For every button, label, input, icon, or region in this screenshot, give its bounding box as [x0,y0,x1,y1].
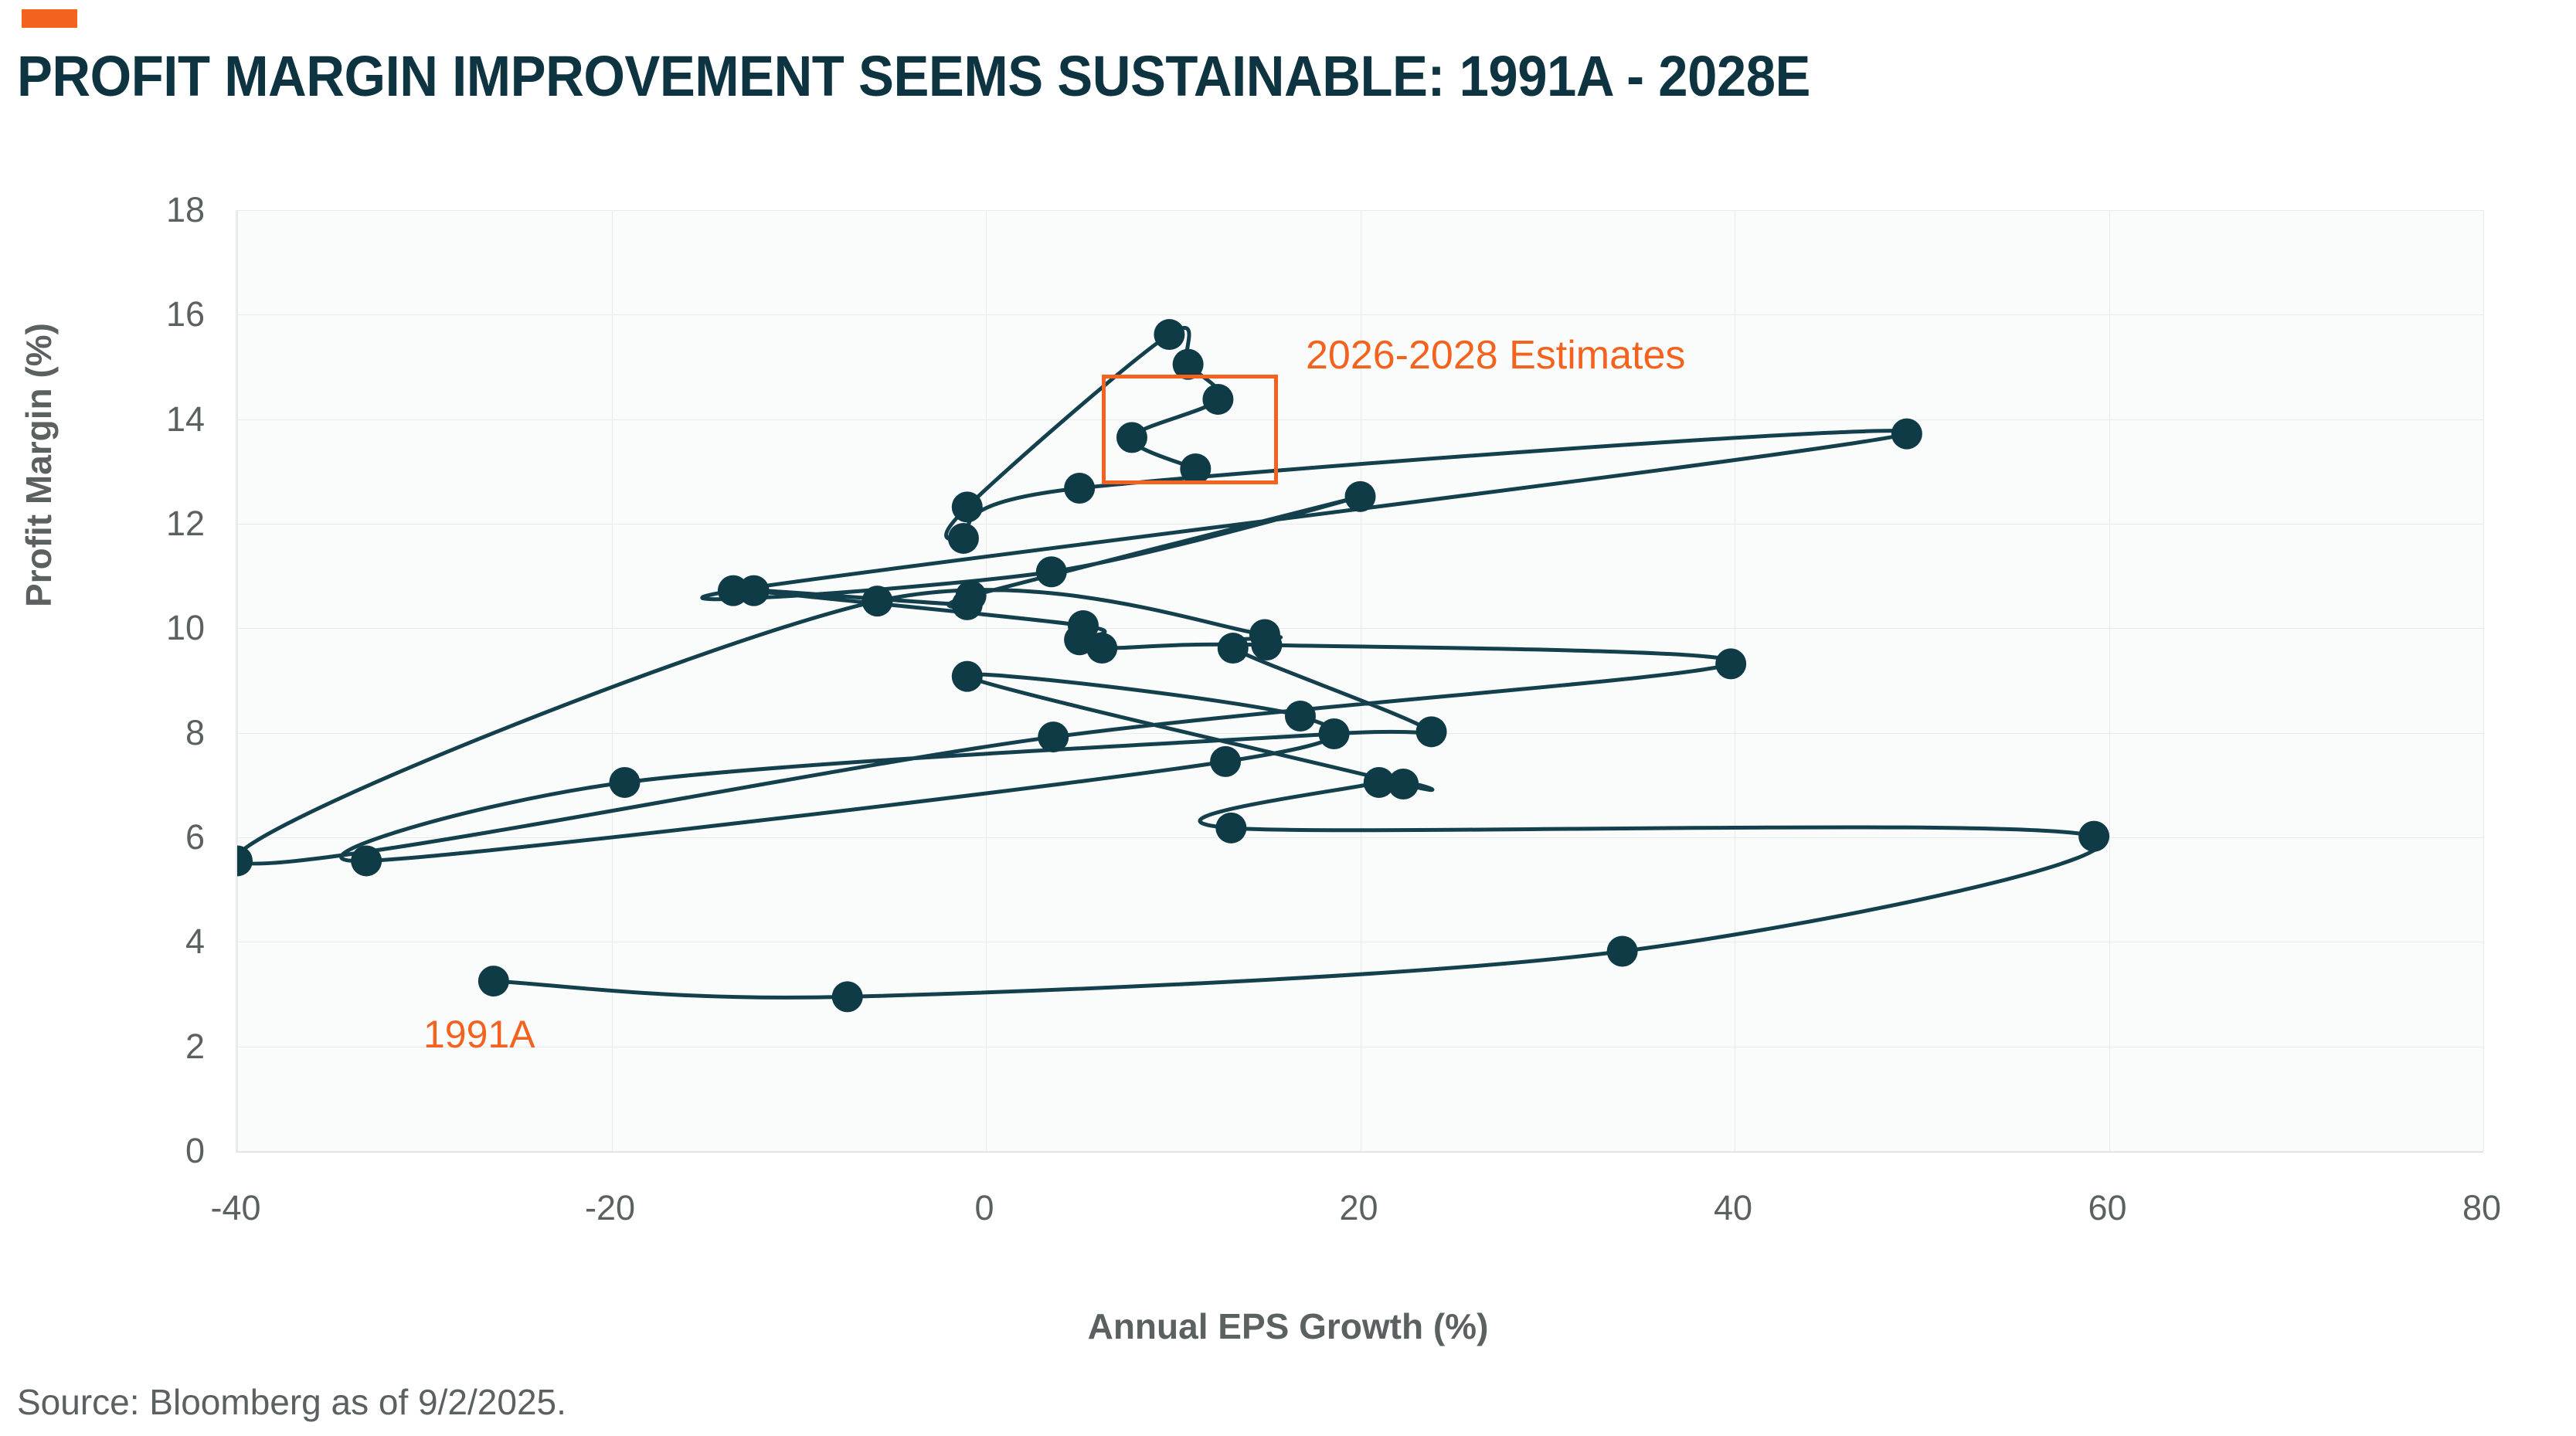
accent-bar [22,9,77,28]
x-axis-tick-label: -40 [210,1188,261,1227]
x-axis-title: Annual EPS Growth (%) [1087,1306,1489,1346]
data-point-marker[interactable] [1318,718,1350,750]
page-title: PROFIT MARGIN IMPROVEMENT SEEMS SUSTAINA… [17,44,1810,108]
estimates-annotation-label: 2026-2028 Estimates [1306,333,1686,378]
data-point-marker[interactable] [1344,480,1376,512]
y-axis-tick-label: 18 [165,190,205,229]
data-point-marker[interactable] [831,981,863,1013]
data-point-marker[interactable] [1172,348,1204,380]
data-point-marker[interactable] [1606,935,1638,967]
y-axis-tick-label: 2 [185,1026,205,1066]
data-point-marker[interactable] [237,845,253,877]
data-point-marker[interactable] [947,522,979,554]
y-axis-tick-label: 4 [185,922,205,962]
data-point-marker[interactable] [1067,609,1099,641]
data-point-marker[interactable] [861,586,893,617]
data-point-marker[interactable] [1388,768,1419,799]
gridline-vertical [611,210,613,1151]
y-axis-tick-label: 12 [165,504,205,543]
y-axis-tick-label: 6 [185,817,205,857]
data-point-marker[interactable] [955,580,987,612]
data-point-marker[interactable] [1415,716,1447,748]
x-axis-tick-label: 20 [1339,1188,1378,1227]
y-axis-title: Profit Margin (%) [19,323,59,607]
x-axis-tick-label: -20 [584,1188,636,1227]
data-point-marker[interactable] [1715,648,1747,680]
gridline-vertical [986,210,987,1151]
data-point-marker[interactable] [1891,418,1922,450]
x-axis-tick-label: 80 [2462,1188,2502,1227]
gridline-vertical [237,210,238,1151]
gridline-horizontal [237,1151,2483,1152]
source-note: Source: Bloomberg as of 9/2/2025. [17,1382,566,1422]
x-axis-tick-label: 40 [1713,1188,1753,1227]
x-axis-tick-label: 60 [2088,1188,2127,1227]
estimates-highlight-box [1102,375,1278,485]
data-point-marker[interactable] [1202,383,1234,415]
data-point-marker[interactable] [1363,766,1395,798]
y-axis-tick-label: 8 [185,712,205,752]
scatter-plot-canvas [237,319,2110,1013]
gridline-vertical [2483,210,2484,1151]
data-point-marker[interactable] [951,491,983,523]
y-axis-tick-label: 14 [165,399,205,439]
first-year-annotation-label: 1991A [423,1013,535,1056]
data-point-marker[interactable] [609,766,641,798]
data-point-marker[interactable] [1284,701,1316,732]
gridline-vertical [2109,210,2110,1151]
y-axis-tick-label: 0 [185,1131,205,1170]
data-point-marker[interactable] [477,966,509,997]
y-axis-tick-label: 16 [165,294,205,334]
data-point-marker[interactable] [1035,556,1067,588]
data-point-marker[interactable] [1038,721,1069,753]
x-axis-tick-label: 0 [974,1188,994,1227]
data-point-marker[interactable] [717,575,749,606]
data-point-marker[interactable] [1154,319,1185,351]
data-point-marker[interactable] [1251,629,1283,660]
data-point-marker[interactable] [951,660,983,692]
data-point-marker[interactable] [1215,812,1247,844]
data-point-marker[interactable] [1064,472,1096,504]
data-point-marker[interactable] [351,845,382,877]
data-point-marker[interactable] [1116,422,1147,453]
data-point-marker[interactable] [2078,820,2110,852]
data-point-marker[interactable] [1217,633,1249,664]
data-point-marker[interactable] [1180,453,1212,484]
plot-area [236,210,2484,1153]
data-point-marker[interactable] [1210,745,1242,777]
y-axis-tick-label: 10 [165,608,205,648]
